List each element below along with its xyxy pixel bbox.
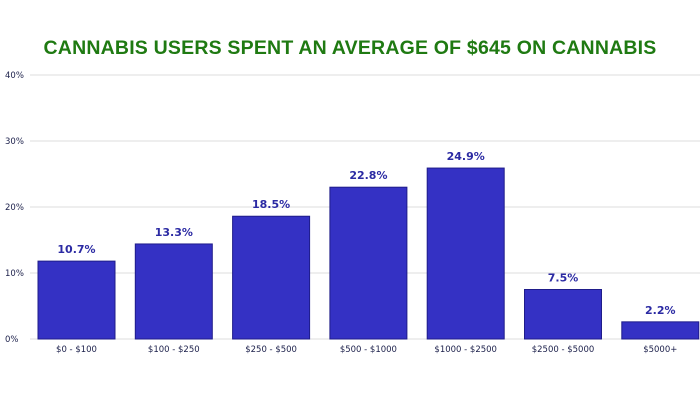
- bars: [37, 167, 700, 340]
- y-tick-label: 40%: [5, 71, 24, 81]
- bar-value-label: 2.2%: [645, 304, 676, 317]
- y-tick-label: 30%: [5, 137, 24, 147]
- y-tick-label: 0%: [5, 335, 19, 345]
- x-axis-tick-labels: $0 - $100 $100 - $250 $250 - $500 $500 - $1…: [56, 345, 677, 355]
- bar: [134, 243, 213, 340]
- bar-value-label: 7.5%: [548, 272, 579, 285]
- bar-value-label: 10.7%: [57, 243, 95, 256]
- bar: [37, 260, 116, 340]
- y-tick-label: 10%: [5, 269, 24, 279]
- bar-value-label: 18.5%: [252, 198, 290, 211]
- x-tick-label: $0 - $100: [56, 345, 97, 355]
- chart-title: CANNABIS USERS SPENT AN AVERAGE OF $645 …: [43, 37, 657, 59]
- bar: [621, 321, 700, 340]
- y-tick-label: 20%: [5, 203, 24, 213]
- bar-value-label: 24.9%: [447, 150, 485, 163]
- x-tick-label: $1000 - $2500: [434, 345, 497, 355]
- bar: [426, 167, 505, 340]
- y-axis-tick-labels: 0% 10% 20% 30% 40%: [5, 71, 24, 345]
- bar-value-label: 22.8%: [349, 169, 387, 182]
- x-tick-label: $500 - $1000: [340, 345, 397, 355]
- data-labels: 10.7% 13.3% 18.5% 22.8% 24.9% 7.5% 2.2%: [57, 150, 675, 317]
- x-tick-label: $5000+: [643, 345, 677, 355]
- bar: [329, 186, 408, 340]
- bar: [232, 215, 311, 340]
- x-tick-label: $100 - $250: [148, 345, 200, 355]
- bar: [524, 289, 602, 340]
- x-tick-label: $250 - $500: [245, 345, 297, 355]
- bar-value-label: 13.3%: [155, 226, 193, 239]
- x-tick-label: $2500 - $5000: [532, 345, 595, 355]
